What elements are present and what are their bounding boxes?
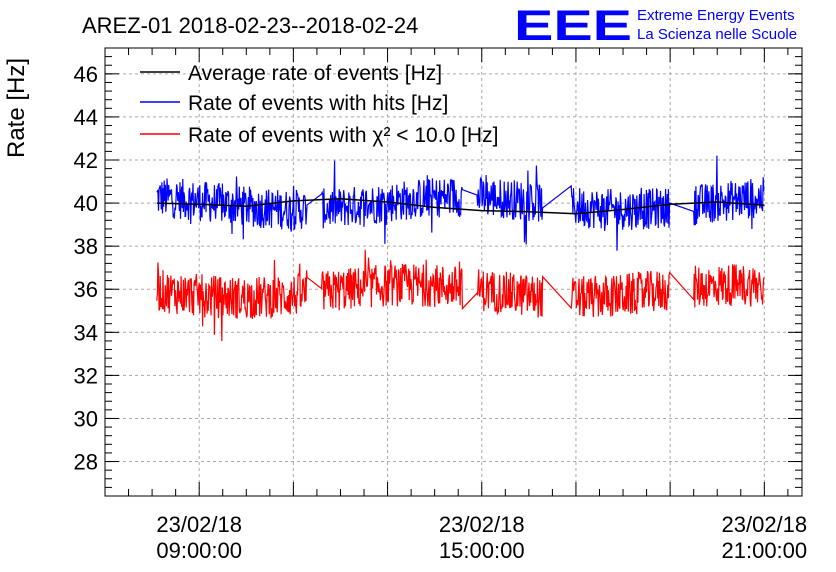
y-tick-label: 42 xyxy=(74,148,98,173)
legend-entry-hits: Rate of events with hits [Hz] xyxy=(140,92,448,115)
series-average-line xyxy=(156,198,765,215)
chart-title: AREZ-01 2018-02-23--2018-02-24 xyxy=(82,13,418,38)
x-tick-label-date: 23/02/18 xyxy=(156,512,242,537)
legend: Average rate of events [Hz] Rate of even… xyxy=(140,62,498,147)
legend-label-average: Average rate of events [Hz] xyxy=(188,62,442,85)
y-tick-label: 46 xyxy=(74,62,98,87)
plot-frame xyxy=(104,47,803,497)
logo-letters: EEE xyxy=(514,2,632,50)
series-chi2-line xyxy=(156,249,765,342)
y-tick-label: 40 xyxy=(74,191,98,216)
y-tick-label: 30 xyxy=(74,406,98,431)
y-tick-label: 34 xyxy=(74,320,98,345)
logo-line-1: Extreme Energy Events xyxy=(637,7,795,24)
y-tick-label: 38 xyxy=(74,234,98,259)
axis-ticks xyxy=(104,47,802,497)
eee-logo: EEE Extreme Energy Events La Scienza nel… xyxy=(514,2,797,50)
x-tick-label-time: 15:00:00 xyxy=(439,538,525,563)
y-tick-label: 28 xyxy=(74,450,98,475)
y-tick-label: 32 xyxy=(74,363,98,388)
x-tick-label-date: 23/02/18 xyxy=(439,512,525,537)
y-tick-labels: 28 30 32 34 36 38 40 42 44 46 xyxy=(74,62,98,475)
x-tick-labels: 23/02/1809:00:0023/02/1815:00:0023/02/18… xyxy=(156,512,807,563)
series-hits-line xyxy=(156,155,765,251)
series-layer xyxy=(156,155,765,342)
grid xyxy=(105,48,802,496)
legend-label-chi2: Rate of events with χ² < 10.0 [Hz] xyxy=(188,124,498,147)
x-tick-label-time: 09:00:00 xyxy=(156,538,242,563)
x-tick-label-time: 21:00:00 xyxy=(722,538,808,563)
legend-entry-average: Average rate of events [Hz] xyxy=(140,62,442,85)
y-tick-label: 36 xyxy=(74,277,98,302)
logo-line-2: La Scienza nelle Scuole xyxy=(637,26,797,43)
x-tick-label-date: 23/02/18 xyxy=(722,512,808,537)
legend-label-hits: Rate of events with hits [Hz] xyxy=(188,92,448,115)
legend-entry-chi2: Rate of events with χ² < 10.0 [Hz] xyxy=(140,124,498,147)
y-tick-label: 44 xyxy=(74,105,98,130)
y-axis-label: Rate [Hz] xyxy=(3,58,30,158)
